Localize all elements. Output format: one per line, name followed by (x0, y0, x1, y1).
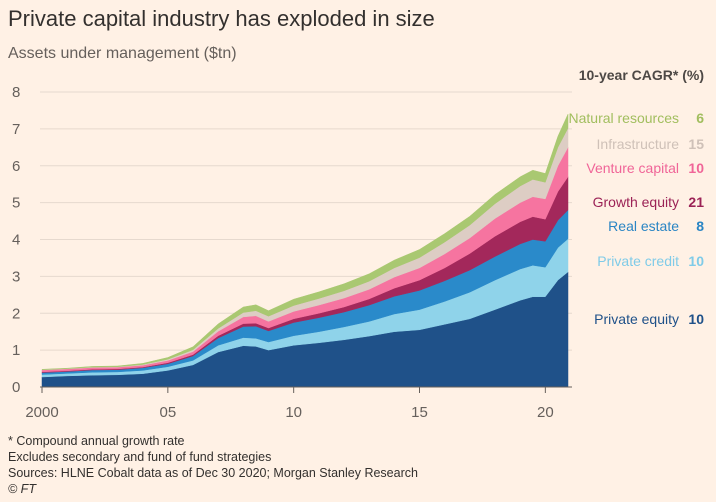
gridlines (40, 91, 572, 351)
legend-label-growth-equity: Growth equity (593, 194, 679, 210)
x-tick-label-20: 20 (537, 404, 554, 421)
stacked-areas (41, 113, 569, 388)
legend-label-private-credit: Private credit (597, 253, 679, 269)
legend-cagr-real-estate: 8 (696, 218, 704, 234)
footnote-sources: Sources: HLNE Cobalt data as of Dec 30 2… (8, 466, 418, 480)
area-natural-resources (41, 113, 569, 370)
x-tick-label-05: 05 (159, 404, 176, 421)
y-tick-label-5: 5 (12, 195, 20, 212)
legend-label-infrastructure: Infrastructure (597, 136, 680, 152)
footnote-cagr: * Compound annual growth rate (8, 434, 185, 448)
legend-cagr-venture-capital: 10 (688, 160, 704, 176)
y-axis-ticks: 0 1 2 3 4 5 6 7 8 (12, 84, 20, 396)
legend-cagr-natural-resources: 6 (696, 110, 704, 126)
legend-label-real-estate: Real estate (608, 218, 679, 234)
chart-subtitle: Assets under management ($tn) (8, 45, 237, 62)
ft-credit: © FT (8, 482, 37, 496)
y-tick-label-8: 8 (12, 84, 20, 101)
legend-label-venture-capital: Venture capital (586, 160, 679, 176)
legend: Private equity 10 Private credit 10 Real est… (569, 110, 705, 327)
x-tick-label-2000: 2000 (25, 404, 58, 421)
y-tick-label-7: 7 (12, 121, 20, 138)
legend-cagr-growth-equity: 21 (688, 194, 704, 210)
chart-title: Private capital industry has exploded in… (8, 6, 435, 31)
x-tick-label-10: 10 (285, 404, 302, 421)
x-tick-label-15: 15 (411, 404, 428, 421)
legend-cagr-private-equity: 10 (688, 311, 704, 327)
y-tick-label-3: 3 (12, 268, 20, 285)
legend-label-natural-resources: Natural resources (569, 110, 680, 126)
y-tick-label-0: 0 (12, 379, 20, 396)
y-tick-label-6: 6 (12, 158, 20, 175)
legend-header: 10-year CAGR* (%) (579, 67, 704, 83)
legend-cagr-private-credit: 10 (688, 253, 704, 269)
legend-cagr-infrastructure: 15 (688, 136, 704, 152)
y-tick-label-1: 1 (12, 342, 20, 359)
y-tick-label-4: 4 (12, 232, 20, 249)
x-axis-ticks: 2000 05 10 15 20 (25, 387, 554, 421)
y-tick-label-2: 2 (12, 305, 20, 322)
legend-label-private-equity: Private equity (594, 311, 679, 327)
footnote-excludes: Excludes secondary and fund of fund stra… (8, 450, 271, 464)
